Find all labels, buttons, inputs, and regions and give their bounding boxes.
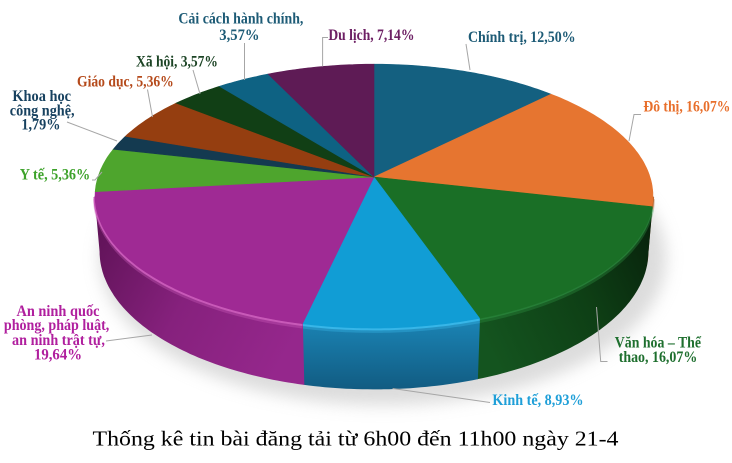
svg-text:Y tế, 5,36%: Y tế, 5,36% <box>20 167 91 184</box>
svg-text:Văn hóa – Thể: Văn hóa – Thể <box>615 334 702 351</box>
svg-text:An ninh quốc: An ninh quốc <box>16 303 99 320</box>
svg-text:3,57%: 3,57% <box>219 27 259 44</box>
svg-text:thao, 16,07%: thao, 16,07% <box>619 349 698 366</box>
svg-text:Thống kê tin bài đăng tải từ 6: Thống kê tin bài đăng tải từ 6h00 đến 11… <box>93 427 619 451</box>
svg-text:Đô thị, 16,07%: Đô thị, 16,07% <box>643 99 730 116</box>
svg-text:Kinh tế, 8,93%: Kinh tế, 8,93% <box>492 392 583 409</box>
svg-text:công nghệ,: công nghệ, <box>10 102 75 119</box>
svg-text:Cải cách hành chính,: Cải cách hành chính, <box>178 11 303 28</box>
svg-text:Xã hội, 3,57%: Xã hội, 3,57% <box>136 53 218 70</box>
svg-text:1,79%: 1,79% <box>21 117 60 134</box>
svg-text:Du lịch, 7,14%: Du lịch, 7,14% <box>328 27 414 44</box>
svg-text:19,64%: 19,64% <box>34 347 82 364</box>
svg-text:an ninh trật tự,: an ninh trật tự, <box>12 332 105 349</box>
svg-text:Chính trị, 12,50%: Chính trị, 12,50% <box>468 29 576 46</box>
svg-text:Giáo dục, 5,36%: Giáo dục, 5,36% <box>77 74 174 91</box>
svg-text:phòng, pháp luật,: phòng, pháp luật, <box>4 317 109 334</box>
svg-text:Khoa học: Khoa học <box>12 88 71 105</box>
